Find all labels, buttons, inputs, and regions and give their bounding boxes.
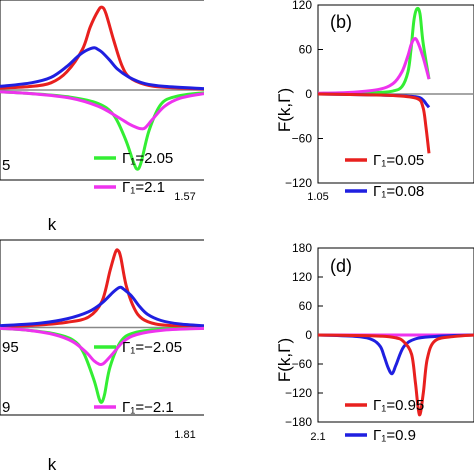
- panel-label: (d): [330, 256, 352, 276]
- y-tick-label: 120: [292, 0, 312, 12]
- series-group: [0, 248, 204, 404]
- y-tick-label: 120: [292, 270, 312, 284]
- series-line: [0, 326, 204, 367]
- series-group: [318, 333, 474, 417]
- series-line: [318, 6, 431, 96]
- plot-frame: [0, 0, 205, 181]
- panel-a: 1.57 k 5 Γ₁=2.05 Γ₁=2.1: [0, 0, 205, 234]
- legend-entry: 9: [2, 399, 10, 416]
- x-axis-label: k: [48, 455, 57, 474]
- panel-c: 1.81 k 95 9 Γ₁=−2.05 Γ₁=−2.1: [0, 239, 205, 474]
- x-tick-label: 1.57: [174, 191, 195, 203]
- plot-frame: [0, 239, 205, 416]
- y-tick-label: 60: [299, 43, 313, 57]
- series-line: [0, 46, 204, 91]
- y-tick-label: 60: [299, 299, 313, 313]
- y-axis-label: F(k,Γ): [275, 338, 294, 382]
- legend-entry: Γ₁=0.9: [373, 427, 416, 444]
- y-tick-label: −180: [285, 415, 312, 429]
- series-line: [0, 5, 204, 91]
- y-tick-label: −120: [285, 176, 312, 190]
- y-tick-label: −120: [285, 386, 312, 400]
- y-tick-label: 180: [292, 241, 312, 255]
- y-tick-label: 0: [305, 328, 312, 342]
- series-line: [318, 92, 431, 154]
- panel-d: 180 120 60 0 −60 −120 −180 2.1 F(k,Γ) (d) Γ₁=0.95 Γ…: [275, 241, 474, 444]
- x-tick-label: 2.1: [310, 431, 325, 443]
- legend-entry: 95: [2, 339, 19, 356]
- series-line: [318, 333, 474, 417]
- legend-entry: Γ₁=2.1: [122, 179, 165, 196]
- y-tick-label: 0: [305, 87, 312, 101]
- y-tick-label: −60: [292, 132, 313, 146]
- legend-entry: Γ₁=0.95: [373, 397, 424, 414]
- series-group: [0, 5, 204, 171]
- y-axis-label: F(k,Γ): [275, 88, 294, 132]
- legend-entry: Γ₁=−2.05: [122, 339, 182, 356]
- series-line: [0, 90, 204, 131]
- legend-entry: Γ₁=0.08: [373, 183, 424, 200]
- legend-entry: Γ₁=−2.1: [122, 399, 174, 416]
- legend-entry: Γ₁=2.05: [122, 150, 173, 167]
- series-group: [318, 6, 431, 154]
- series-line: [0, 285, 204, 328]
- legend-entry: Γ₁=0.05: [373, 152, 424, 169]
- x-tick-label: 1.81: [174, 429, 195, 441]
- x-axis-label: k: [48, 215, 57, 234]
- series-line: [0, 248, 204, 329]
- y-tick-label: −60: [292, 357, 313, 371]
- series-line: [318, 36, 431, 95]
- legend-entry: 5: [2, 157, 10, 174]
- x-tick-label: 1.05: [307, 191, 328, 203]
- series-line: [318, 333, 474, 376]
- panel-label: (b): [330, 12, 352, 32]
